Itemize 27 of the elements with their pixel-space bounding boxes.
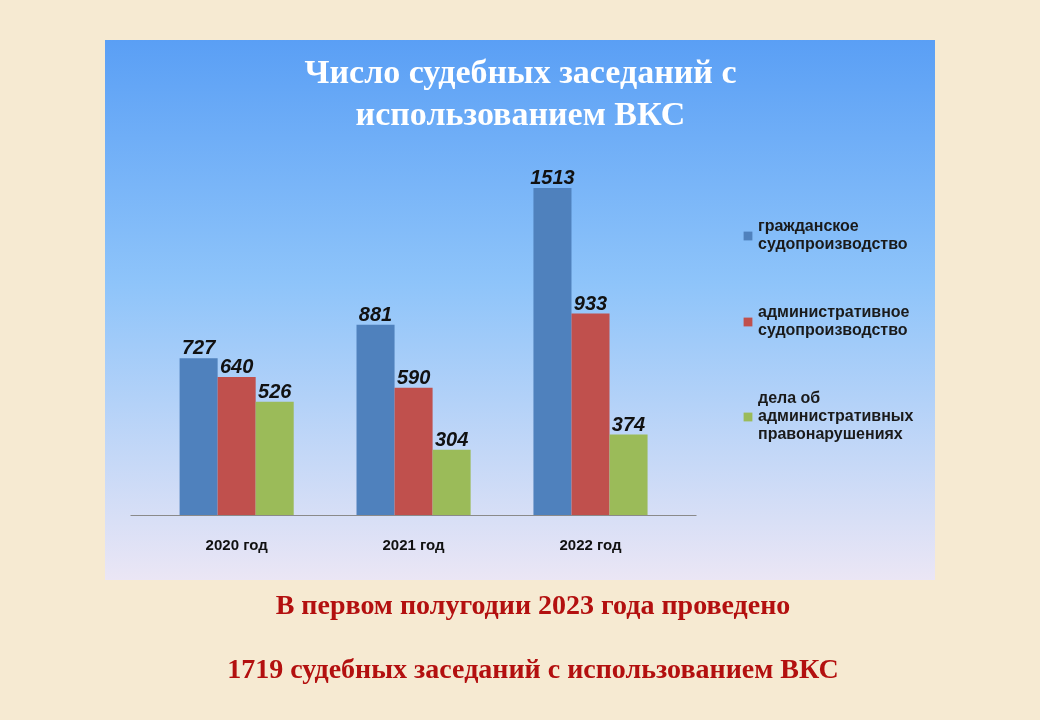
- bar: [609, 434, 648, 516]
- bar: [356, 324, 395, 516]
- legend-label: административное судопроизводство: [758, 303, 910, 339]
- x-tick-label: 2021 год: [382, 535, 446, 553]
- data-label: 881: [358, 302, 393, 325]
- legend-label: дела об административных правонарушениях: [758, 389, 914, 443]
- data-label: 304: [434, 427, 469, 450]
- bar: [179, 358, 218, 516]
- bar: [432, 449, 471, 516]
- bar: [394, 387, 433, 516]
- bar: [255, 401, 294, 516]
- legend-label: гражданское судопроизводство: [758, 217, 908, 253]
- bar: [533, 188, 572, 516]
- chart-title: Число судебных заседаний с использованием ВКС: [304, 52, 737, 133]
- data-label: 526: [258, 379, 293, 402]
- data-label: 1513: [530, 166, 575, 189]
- bar: [571, 313, 610, 516]
- data-label: 374: [611, 412, 646, 435]
- data-label: 590: [396, 365, 431, 388]
- text: В первом полугодии 2023 года проведено: [275, 588, 791, 620]
- bar: [217, 377, 256, 516]
- x-tick-label: 2022 год: [559, 535, 623, 553]
- data-label: 933: [573, 291, 608, 314]
- x-tick-label: 2020 год: [205, 535, 269, 553]
- data-label: 727: [181, 336, 217, 359]
- data-label: 640: [219, 355, 254, 377]
- text: 1719 судебных заседаний с использованием ВКС: [227, 652, 839, 684]
